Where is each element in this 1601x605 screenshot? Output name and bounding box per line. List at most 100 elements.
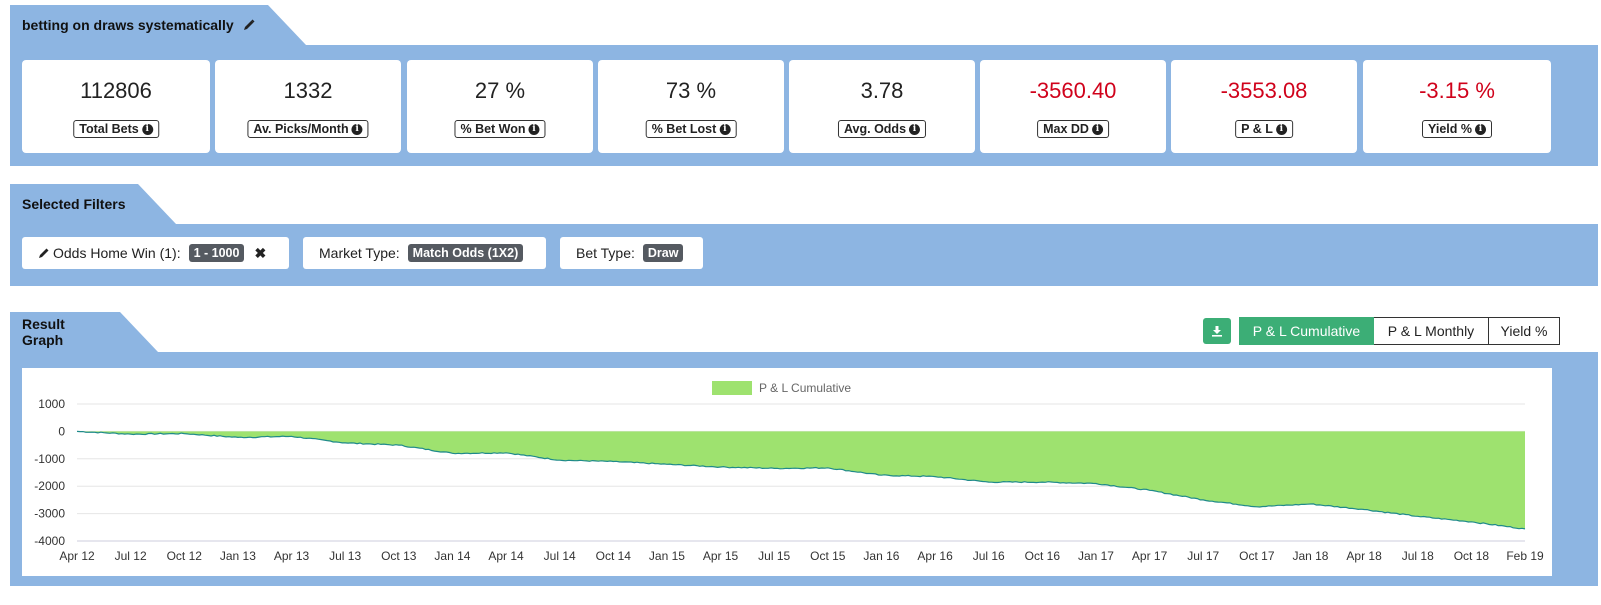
stat-label[interactable]: Max DD i [1037, 120, 1109, 138]
stat-card: -3.15 % Yield % i [1363, 60, 1551, 153]
y-tick-label: -2000 [34, 479, 65, 493]
stat-value: 27 % [474, 78, 526, 103]
x-tick-label: Oct 12 [167, 549, 203, 563]
pencil-icon[interactable] [38, 247, 50, 259]
tab-pl-cumulative[interactable]: P & L Cumulative [1239, 317, 1374, 345]
stat-label[interactable]: % Bet Lost i [645, 120, 737, 138]
x-tick-label: Feb 19 [1506, 549, 1544, 563]
stat-label[interactable]: Total Bets i [73, 120, 159, 138]
x-tick-label: Apr 12 [59, 549, 95, 563]
x-tick-label: Apr 17 [1132, 549, 1168, 563]
filters-title-tab: Selected Filters [10, 184, 176, 224]
stat-label[interactable]: Avg. Odds i [837, 120, 927, 138]
x-tick-label: Jan 17 [1078, 549, 1114, 563]
x-tick-label: Apr 15 [703, 549, 739, 563]
y-tick-label: 0 [58, 424, 65, 438]
y-tick-label: -4000 [34, 534, 65, 548]
stat-label-text: % Bet Won [460, 122, 526, 136]
x-tick-label: Jul 15 [758, 549, 790, 563]
stat-value: -3553.08 [1220, 78, 1308, 103]
stat-label[interactable]: Yield % i [1422, 120, 1492, 138]
y-tick-label: -3000 [34, 507, 65, 521]
x-tick-label: Jul 18 [1402, 549, 1434, 563]
y-tick-label: -1000 [34, 452, 65, 466]
x-tick-label: Jan 18 [1292, 549, 1328, 563]
series-line [76, 430, 1526, 530]
close-icon[interactable]: ✖ [254, 244, 267, 261]
stat-label-text: Total Bets [79, 122, 139, 136]
x-tick-label: Jan 13 [220, 549, 256, 563]
graph-mode-tabs: P & L Cumulative P & L Monthly Yield % [1239, 317, 1560, 345]
graph-title: Result Graph [22, 316, 65, 348]
x-tick-label: Jan 15 [649, 549, 685, 563]
filter-market-type[interactable]: Market Type: Match Odds (1X2) [303, 237, 546, 269]
info-icon[interactable]: i [1091, 123, 1103, 135]
stat-value: 112806 [80, 78, 152, 103]
stat-value: -3.15 % [1419, 78, 1495, 103]
x-tick-label: Jul 14 [544, 549, 576, 563]
stat-label-text: P & L [1241, 122, 1273, 136]
graph-title-tab: Result Graph [10, 312, 158, 352]
filter-odds-home-win[interactable]: Odds Home Win (1): 1 - 1000 ✖ [22, 237, 289, 269]
filter-value-badge: Draw [642, 244, 684, 262]
x-tick-label: Oct 16 [1025, 549, 1061, 563]
stat-card: 1332 Av. Picks/Month i [215, 60, 401, 153]
chart-container: 1000 0 -1000 -2000 -3000 -4000 Apr 12 Jul 12 Oct… [22, 368, 1552, 576]
stat-card: 73 % % Bet Lost i [598, 60, 784, 153]
stat-card: -3560.40 Max DD i [980, 60, 1166, 153]
stat-label-text: % Bet Lost [651, 122, 717, 136]
info-icon[interactable]: i [351, 123, 363, 135]
strategy-title: betting on draws systematically [22, 17, 234, 33]
stat-label-text: Av. Picks/Month [253, 122, 349, 136]
x-tick-label: Apr 14 [488, 549, 524, 563]
info-icon[interactable]: i [719, 123, 731, 135]
stat-value: 3.78 [860, 78, 904, 103]
info-icon[interactable]: i [909, 123, 921, 135]
info-icon[interactable]: i [1475, 123, 1486, 135]
filter-value-badge: 1 - 1000 [188, 244, 245, 262]
stat-label-text: Yield % [1428, 122, 1472, 136]
legend-swatch [712, 381, 752, 395]
info-icon[interactable]: i [528, 123, 540, 135]
x-tick-label: Jul 16 [973, 549, 1005, 563]
filter-label: Market Type: [319, 245, 400, 261]
filters-panel: Odds Home Win (1): 1 - 1000 ✖ Market Typ… [10, 224, 1598, 286]
stats-panel: 112806 Total Bets i 1332 Av. Picks/Month i 27 … [10, 45, 1598, 166]
info-icon[interactable]: i [141, 123, 153, 135]
x-tick-label: Oct 14 [596, 549, 632, 563]
x-tick-label: Jan 14 [434, 549, 470, 563]
strategy-title-tab: betting on draws systematically [10, 5, 306, 45]
info-icon[interactable]: i [1275, 123, 1287, 135]
filter-value-badge: Match Odds (1X2) [407, 244, 524, 262]
area-fill [77, 431, 1525, 529]
pencil-icon[interactable] [243, 19, 255, 31]
download-icon [1211, 325, 1223, 337]
stat-label[interactable]: % Bet Won i [454, 120, 546, 138]
legend-label: P & L Cumulative [759, 381, 851, 395]
stat-label-text: Avg. Odds [843, 122, 907, 136]
stat-card: 27 % % Bet Won i [407, 60, 593, 153]
filter-label: Odds Home Win (1): [53, 245, 181, 261]
x-tick-label: Oct 13 [381, 549, 417, 563]
tab-pl-monthly[interactable]: P & L Monthly [1374, 317, 1489, 345]
x-tick-label: Jul 17 [1187, 549, 1219, 563]
x-tick-label: Jul 13 [329, 549, 361, 563]
stat-card: 112806 Total Bets i [22, 60, 210, 153]
x-tick-label: Jul 12 [115, 549, 147, 563]
stat-label-text: Max DD [1043, 122, 1089, 136]
filter-bet-type[interactable]: Bet Type: Draw [560, 237, 703, 269]
x-tick-label: Oct 15 [810, 549, 846, 563]
x-tick-label: Apr 18 [1346, 549, 1382, 563]
x-tick-label: Apr 16 [917, 549, 953, 563]
y-tick-label: 1000 [38, 397, 65, 411]
stat-card: 3.78 Avg. Odds i [789, 60, 975, 153]
stat-label[interactable]: Av. Picks/Month i [247, 120, 369, 138]
x-tick-label: Apr 13 [274, 549, 310, 563]
tab-yield[interactable]: Yield % [1489, 317, 1560, 345]
filter-label: Bet Type: [576, 245, 635, 261]
stat-value: 73 % [665, 78, 717, 103]
download-button[interactable] [1203, 318, 1231, 344]
